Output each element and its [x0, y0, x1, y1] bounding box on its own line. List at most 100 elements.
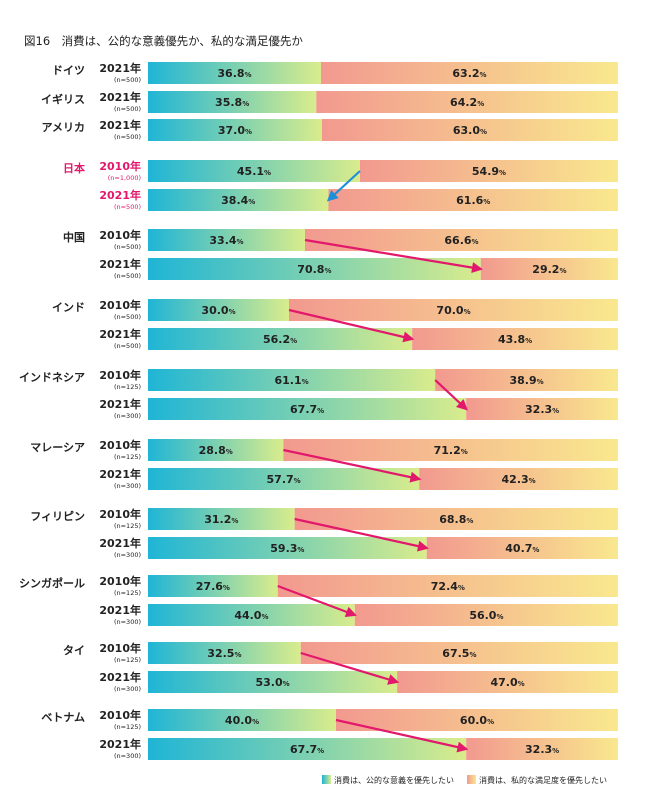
sample-size-label: (n=1,000) — [108, 174, 141, 182]
value-label-public: 28.8% — [199, 444, 233, 457]
arrows-layer — [277, 170, 483, 753]
value-label-private: 63.0% — [453, 124, 487, 137]
bar-segment-private — [277, 575, 618, 597]
bar-segment-private — [336, 709, 618, 731]
bar-segment-private — [354, 604, 618, 626]
value-label-private: 60.0% — [460, 714, 494, 727]
country-label: フィリピン — [30, 510, 85, 523]
legend-label: 消費は、私的な満足度を優先したい — [479, 775, 607, 785]
year-label: 2021年 — [99, 536, 141, 550]
bar-segment-public — [148, 229, 305, 251]
sample-size-label: (n=500) — [114, 272, 141, 280]
bar-segment-public — [148, 369, 436, 391]
bar-segment-private — [321, 119, 618, 141]
year-label: 2010年 — [99, 641, 141, 655]
bars-layer: ドイツ 2021年(n=500) 36.8% 63.2%イギリス 2021年(n=500… — [19, 61, 618, 760]
legend-swatch — [322, 775, 331, 784]
sample-size-label: (n=500) — [114, 313, 141, 321]
bar-segment-public — [148, 709, 336, 731]
value-label-public: 56.2% — [263, 333, 297, 346]
bar-segment-private — [412, 328, 618, 350]
sample-size-label: (n=300) — [114, 752, 141, 760]
sample-size-label: (n=300) — [114, 551, 141, 559]
sample-size-label: (n=125) — [114, 723, 141, 731]
change-arrow — [288, 308, 415, 343]
country-label: ベトナム — [41, 711, 85, 724]
bar-segment-private — [300, 642, 618, 664]
value-label-private: 29.2% — [532, 263, 566, 276]
value-label-public: 33.4% — [209, 234, 243, 247]
sample-size-label: (n=300) — [114, 482, 141, 490]
bar-segment-private — [320, 62, 618, 84]
value-label-public: 67.7% — [290, 743, 324, 756]
value-label-public: 32.5% — [207, 647, 241, 660]
value-label-public: 57.7% — [267, 473, 301, 486]
bar-segment-public — [148, 62, 321, 84]
value-label-private: 40.7% — [505, 542, 539, 555]
sample-size-label: (n=125) — [114, 383, 141, 391]
year-label: 2010年 — [99, 298, 141, 312]
bar-segment-public — [148, 299, 289, 321]
value-label-private: 72.4% — [431, 580, 465, 593]
value-label-private: 66.6% — [444, 234, 478, 247]
value-label-public: 37.0% — [218, 124, 252, 137]
bar-segment-private — [435, 369, 618, 391]
year-label: 2010年 — [99, 507, 141, 521]
bar-segment-private — [316, 91, 618, 113]
bar-segment-public — [148, 398, 467, 420]
value-label-private: 70.0% — [436, 304, 470, 317]
bar-segment-public — [148, 160, 360, 182]
country-label: タイ — [63, 644, 85, 657]
value-label-public: 44.0% — [234, 609, 268, 622]
value-label-public: 38.4% — [221, 194, 255, 207]
change-arrow — [326, 170, 361, 202]
change-arrow — [277, 584, 357, 618]
year-label: 2021年 — [99, 90, 141, 104]
country-label: イギリス — [41, 92, 85, 106]
bar-segment-private — [466, 738, 618, 760]
bar-segment-public — [148, 738, 467, 760]
year-label: 2021年 — [99, 467, 141, 481]
year-label: 2021年 — [99, 670, 141, 684]
sample-size-label: (n=500) — [114, 243, 141, 251]
bar-segment-public — [148, 604, 355, 626]
year-label: 2010年 — [99, 708, 141, 722]
value-label-private: 63.2% — [452, 67, 486, 80]
value-label-private: 54.9% — [472, 165, 506, 178]
bar-segment-private — [359, 160, 618, 182]
year-label: 2010年 — [99, 438, 141, 452]
sample-size-label: (n=125) — [114, 589, 141, 597]
value-label-public: 40.0% — [225, 714, 259, 727]
year-label: 2021年 — [99, 118, 141, 132]
value-label-private: 61.6% — [456, 194, 490, 207]
year-label: 2021年 — [99, 257, 141, 271]
bar-segment-private — [480, 258, 618, 280]
year-label: 2021年 — [99, 327, 141, 341]
year-label: 2010年 — [99, 368, 141, 382]
bar-segment-public — [148, 575, 278, 597]
bar-segment-public — [148, 258, 481, 280]
country-label: シンガポール — [19, 576, 85, 590]
legend-label: 消費は、公的な意義を優先したい — [334, 775, 454, 785]
year-label: 2021年 — [99, 188, 141, 202]
value-label-private: 71.2% — [434, 444, 468, 457]
value-label-private: 68.8% — [439, 513, 473, 526]
bar-segment-private — [289, 299, 618, 321]
sample-size-label: (n=500) — [114, 133, 141, 141]
change-arrow — [283, 448, 422, 483]
value-label-private: 42.3% — [502, 473, 536, 486]
sample-size-label: (n=300) — [114, 685, 141, 693]
bar-segment-private — [466, 398, 618, 420]
year-label: 2021年 — [99, 61, 141, 75]
country-label: 日本 — [63, 161, 85, 175]
year-label: 2010年 — [99, 159, 141, 173]
value-label-private: 47.0% — [490, 676, 524, 689]
value-label-public: 35.8% — [215, 96, 249, 109]
value-label-public: 61.1% — [275, 374, 309, 387]
value-label-public: 30.0% — [201, 304, 235, 317]
sample-size-label: (n=500) — [114, 105, 141, 113]
country-label: マレーシア — [30, 441, 85, 454]
value-label-public: 67.7% — [290, 403, 324, 416]
bar-segment-private — [328, 189, 618, 211]
